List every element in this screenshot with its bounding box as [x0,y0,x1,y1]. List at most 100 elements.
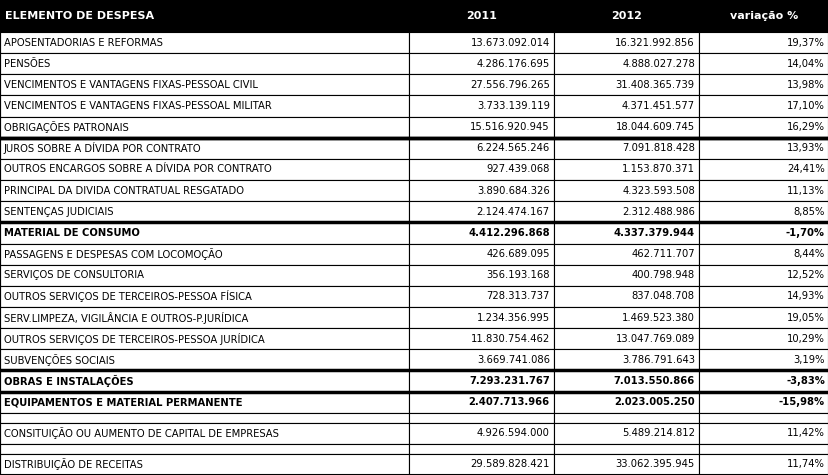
Text: 1.153.870.371: 1.153.870.371 [621,164,694,174]
Text: 2011: 2011 [465,11,496,21]
Text: 8,44%: 8,44% [792,249,824,259]
Bar [408,391,553,413]
Bar [408,413,553,423]
Bar [553,0,698,32]
Bar [0,307,408,328]
Bar [0,454,408,475]
Bar [698,116,828,138]
Bar [698,423,828,444]
Bar [553,413,698,423]
Text: 33.062.395.945: 33.062.395.945 [615,459,694,469]
Text: OUTROS ENCARGOS SOBRE A DÍVIDA POR CONTRATO: OUTROS ENCARGOS SOBRE A DÍVIDA POR CONTR… [4,164,272,174]
Bar [408,222,553,244]
Bar [0,116,408,138]
Bar [698,53,828,74]
Bar [698,454,828,475]
Text: OBRIGAÇÕES PATRONAIS: OBRIGAÇÕES PATRONAIS [4,121,128,133]
Bar [698,0,828,32]
Bar [408,370,553,391]
Bar [0,444,408,454]
Bar [408,32,553,53]
Text: 14,93%: 14,93% [787,291,824,301]
Bar [553,244,698,265]
Text: SUBVENÇÕES SOCIAIS: SUBVENÇÕES SOCIAIS [4,354,115,366]
Text: 6.224.565.246: 6.224.565.246 [476,143,549,153]
Text: OUTROS SERVIÇOS DE TERCEIROS-PESSOA JURÍDICA: OUTROS SERVIÇOS DE TERCEIROS-PESSOA JURÍ… [4,332,264,345]
Text: 4.926.594.000: 4.926.594.000 [476,428,549,438]
Text: 11,13%: 11,13% [786,186,824,196]
Bar [0,349,408,370]
Text: 13.673.092.014: 13.673.092.014 [470,38,549,48]
Text: EQUIPAMENTOS E MATERIAL PERMANENTE: EQUIPAMENTOS E MATERIAL PERMANENTE [4,397,243,407]
Bar [553,328,698,349]
Text: 10,29%: 10,29% [786,333,824,344]
Text: VENCIMENTOS E VANTAGENS FIXAS-PESSOAL MILITAR: VENCIMENTOS E VANTAGENS FIXAS-PESSOAL MI… [4,101,272,111]
Text: 17,10%: 17,10% [786,101,824,111]
Bar [553,265,698,286]
Text: 27.556.796.265: 27.556.796.265 [469,80,549,90]
Bar [698,180,828,201]
Text: 12,52%: 12,52% [786,270,824,280]
Bar [553,95,698,116]
Bar [0,74,408,95]
Text: -1,70%: -1,70% [785,228,824,238]
Bar [553,53,698,74]
Text: 24,41%: 24,41% [787,164,824,174]
Bar [408,159,553,180]
Bar [553,116,698,138]
Text: -15,98%: -15,98% [778,397,824,407]
Bar [408,116,553,138]
Bar [408,74,553,95]
Bar [408,286,553,307]
Text: 4.412.296.868: 4.412.296.868 [468,228,549,238]
Text: 2.312.488.986: 2.312.488.986 [621,207,694,217]
Text: 16,29%: 16,29% [786,122,824,132]
Text: 4.286.176.695: 4.286.176.695 [476,59,549,69]
Text: 14,04%: 14,04% [787,59,824,69]
Text: 29.589.828.421: 29.589.828.421 [469,459,549,469]
Text: variação %: variação % [729,11,797,21]
Bar [698,265,828,286]
Text: DISTRIBUIÇÃO DE RECEITAS: DISTRIBUIÇÃO DE RECEITAS [4,458,142,470]
Bar [0,423,408,444]
Text: JUROS SOBRE A DÍVIDA POR CONTRATO: JUROS SOBRE A DÍVIDA POR CONTRATO [4,142,201,154]
Text: 927.439.068: 927.439.068 [486,164,549,174]
Text: 3.890.684.326: 3.890.684.326 [476,186,549,196]
Text: 728.313.737: 728.313.737 [486,291,549,301]
Bar [408,454,553,475]
Bar [408,0,553,32]
Bar [408,307,553,328]
Bar [698,370,828,391]
Text: 3.733.139.119: 3.733.139.119 [476,101,549,111]
Bar [553,138,698,159]
Text: 3.786.791.643: 3.786.791.643 [621,355,694,365]
Bar [698,32,828,53]
Bar [698,201,828,222]
Bar [698,222,828,244]
Bar [698,328,828,349]
Bar [0,95,408,116]
Bar [553,74,698,95]
Text: 1.234.356.995: 1.234.356.995 [476,313,549,323]
Bar [553,444,698,454]
Text: SERV.LIMPEZA, VIGILÂNCIA E OUTROS-P.JURÍDICA: SERV.LIMPEZA, VIGILÂNCIA E OUTROS-P.JURÍ… [4,312,248,323]
Bar [0,0,408,32]
Text: 400.798.948: 400.798.948 [631,270,694,280]
Text: 4.371.451.577: 4.371.451.577 [621,101,694,111]
Bar [0,53,408,74]
Text: 2.124.474.167: 2.124.474.167 [476,207,549,217]
Bar [698,391,828,413]
Bar [0,244,408,265]
Text: 13,93%: 13,93% [787,143,824,153]
Bar [0,286,408,307]
Bar [698,307,828,328]
Bar [553,286,698,307]
Bar [553,32,698,53]
Text: 4.323.593.508: 4.323.593.508 [621,186,694,196]
Bar [0,370,408,391]
Text: 7.013.550.866: 7.013.550.866 [613,376,694,386]
Bar [0,265,408,286]
Text: VENCIMENTOS E VANTAGENS FIXAS-PESSOAL CIVIL: VENCIMENTOS E VANTAGENS FIXAS-PESSOAL CI… [4,80,258,90]
Bar [553,180,698,201]
Bar [698,95,828,116]
